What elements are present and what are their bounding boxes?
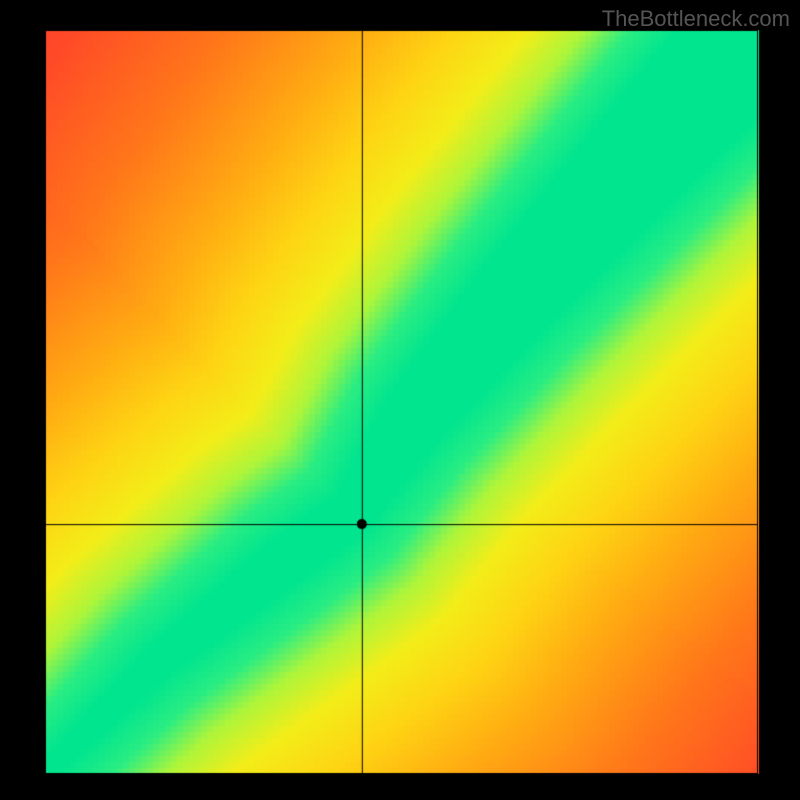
bottleneck-heatmap <box>0 0 800 800</box>
watermark-text: TheBottleneck.com <box>602 6 790 32</box>
chart-container: TheBottleneck.com <box>0 0 800 800</box>
